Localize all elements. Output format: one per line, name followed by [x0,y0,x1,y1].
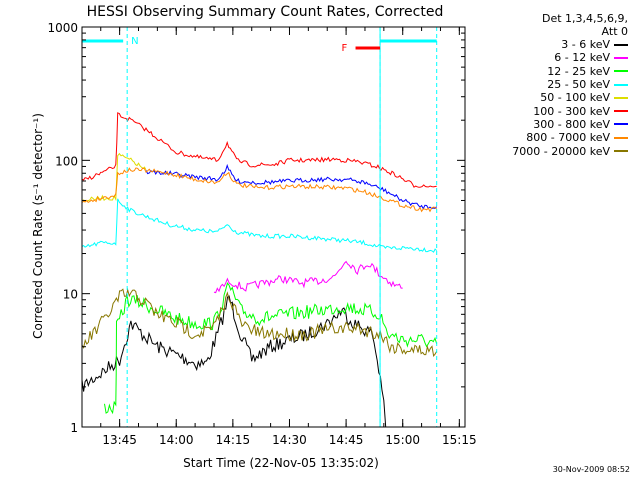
legend-item: 12 - 25 keV [484,65,634,78]
legend-swatch [614,70,628,73]
plot-area: NF [82,27,438,427]
x-tick-label-2: 14:15 [216,433,251,447]
legend-label: 800 - 7000 keV [526,131,610,145]
series-line-8 [82,288,438,358]
x-tick-label-6: 15:15 [442,433,477,447]
series-line-1 [213,260,403,294]
plot-frame [81,26,466,428]
x-tick-label-1: 14:00 [159,433,194,447]
legend-header-line1: Det 1,3,4,5,6,9, [541,12,628,25]
legend-label: 25 - 50 keV [547,78,610,92]
legend-label: 3 - 6 keV [561,38,610,52]
series-line-6 [145,163,438,210]
legend-item: 25 - 50 keV [484,78,634,91]
legend-swatch [614,150,628,153]
legend-swatch [614,96,628,99]
legend-item: 7000 - 20000 keV [484,144,634,158]
legend-swatch [614,83,628,86]
legend-header-line2: Att 0 [601,25,628,38]
y-axis-label-text: Corrected Count Rate (s⁻¹ detector⁻¹) [31,113,45,339]
legend-item: 300 - 800 keV [484,118,634,131]
chart-title: HESSI Observing Summary Count Rates, Cor… [87,4,444,20]
y-tick-label-0: 1 [70,421,78,435]
timestamp-footer: 30-Nov-2009 08:52 [552,465,630,474]
flag-f-label: F [342,43,348,54]
series-line-0 [82,295,387,427]
legend-item: 100 - 300 keV [484,104,634,118]
y-tick-label-3: 1000 [47,21,78,35]
legend-item: 50 - 100 keV [484,91,634,104]
y-axis-label: Corrected Count Rate (s⁻¹ detector⁻¹) [31,113,45,339]
legend-item: 800 - 7000 keV [484,131,634,144]
legend: Det 1,3,4,5,6,9, Att 0 3 - 6 keV 6 - 12 k… [484,12,634,158]
series-line-2 [104,282,438,415]
legend-label: 7000 - 20000 keV [512,144,610,158]
series-line-5 [82,112,437,188]
x-tick-label-5: 15:00 [385,433,420,447]
legend-swatch [614,123,628,126]
legend-item: 3 - 6 keV [484,38,634,51]
legend-swatch [614,56,628,59]
x-tick-label-0: 13:45 [102,433,137,447]
legend-swatch [614,136,628,139]
legend-swatch [614,110,628,113]
y-tick-label-1: 10 [63,288,78,302]
series-line-7 [82,167,438,213]
legend-label: 6 - 12 keV [554,51,610,65]
y-tick-label-2: 100 [55,154,78,168]
axes: 13:45 14:00 14:15 14:30 14:45 15:00 15:15 1 10 10… [47,21,476,447]
legend-item: 6 - 12 keV [484,51,634,64]
x-tick-label-4: 14:45 [329,433,364,447]
legend-swatch [614,43,628,46]
series-line-4 [82,152,147,202]
legend-label: 100 - 300 keV [533,104,610,118]
series-line-3 [82,198,438,253]
legend-label: 300 - 800 keV [533,117,610,131]
x-tick-label-3: 14:30 [272,433,307,447]
flag-n-label: N [131,36,138,47]
legend-label: 50 - 100 keV [540,91,610,105]
legend-label: 12 - 25 keV [547,64,610,78]
x-axis-label: Start Time (22-Nov-05 13:35:02) [183,456,379,470]
